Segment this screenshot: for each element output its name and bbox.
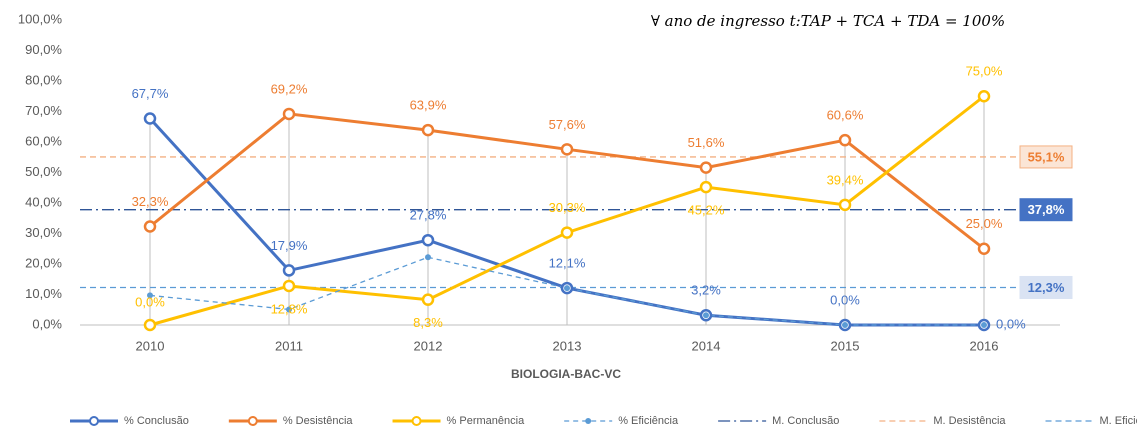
- x-tick-label: 2011: [275, 338, 303, 353]
- marker: [282, 264, 296, 277]
- y-tick-label: 0,0%: [32, 316, 62, 331]
- legend-label: M. Desistência: [933, 415, 1006, 427]
- y-tick-label: 100,0%: [18, 11, 63, 26]
- data-label: 39,4%: [827, 172, 864, 187]
- data-label: 17,9%: [271, 238, 308, 253]
- legend-label: % Permanência: [447, 415, 526, 427]
- data-label: 32,3%: [132, 194, 169, 209]
- marker: [282, 279, 296, 293]
- marker: [560, 226, 574, 239]
- mean-label-box: [1019, 145, 1073, 169]
- marker: [703, 312, 709, 319]
- data-label: 69,2%: [271, 81, 308, 96]
- legend-label: M. Eficiência: [1100, 415, 1137, 427]
- x-tick-label: 2010: [136, 338, 165, 353]
- annotation: ∀ ano de ingresso t:TAP + TCA + TDA = 10…: [651, 12, 1005, 30]
- data-label: 25,0%: [966, 216, 1003, 231]
- data-label: 0,0%: [135, 294, 165, 309]
- legend-label: M. Conclusão: [772, 415, 839, 427]
- legend-label: % Eficiência: [618, 415, 679, 427]
- y-tick-label: 60,0%: [25, 133, 62, 148]
- x-tick-label: 2015: [831, 338, 860, 353]
- legend-marker: [247, 416, 258, 426]
- x-tick-label: 2016: [970, 338, 999, 353]
- y-tick-label: 50,0%: [25, 164, 62, 179]
- marker: [981, 322, 987, 328]
- data-label: 67,7%: [132, 86, 169, 101]
- marker: [421, 293, 435, 306]
- marker: [286, 306, 292, 313]
- data-label: 51,6%: [688, 135, 725, 150]
- x-tick-label: 2014: [692, 338, 721, 353]
- y-tick-label: 10,0%: [25, 286, 62, 301]
- data-label: 0,0%: [830, 292, 860, 307]
- marker: [564, 285, 570, 292]
- x-tick-label: 2013: [553, 338, 582, 353]
- data-label: 12,8%: [271, 301, 308, 316]
- marker: [421, 123, 435, 137]
- x-tick-label: 2012: [414, 338, 443, 353]
- mean-label: 37,8%: [1028, 202, 1065, 217]
- marker: [143, 318, 157, 332]
- y-tick-label: 20,0%: [25, 255, 62, 270]
- mean-label-box: [1019, 198, 1073, 222]
- y-tick-label: 40,0%: [25, 194, 62, 209]
- mean-label-box: [1019, 275, 1073, 299]
- data-label: 0,0%: [996, 316, 1026, 331]
- mean-label: 12,3%: [1028, 280, 1065, 295]
- marker: [838, 198, 852, 212]
- legend-label: % Desistência: [283, 415, 354, 427]
- legend-marker: [585, 418, 592, 424]
- data-label: 27,8%: [410, 208, 447, 223]
- y-tick-label: 80,0%: [25, 72, 62, 87]
- marker: [421, 233, 435, 247]
- marker: [977, 90, 991, 103]
- marker: [143, 112, 157, 125]
- legend-marker: [411, 416, 422, 426]
- data-label: 75,0%: [966, 64, 1003, 79]
- y-tick-label: 70,0%: [25, 103, 62, 118]
- marker: [842, 322, 848, 328]
- marker: [143, 220, 157, 233]
- marker: [425, 254, 431, 261]
- marker: [699, 161, 713, 174]
- data-label: 45,2%: [688, 203, 725, 218]
- data-label: 63,9%: [410, 98, 447, 113]
- marker: [699, 180, 713, 194]
- y-tick-label: 90,0%: [25, 42, 62, 57]
- data-label: 8,3%: [413, 315, 443, 330]
- legend-label: % Conclusão: [124, 415, 189, 427]
- data-label: 60,6%: [827, 108, 864, 123]
- data-label: 30,3%: [549, 200, 586, 215]
- marker: [977, 242, 991, 255]
- marker: [282, 107, 296, 121]
- marker: [560, 143, 574, 156]
- y-tick-label: 30,0%: [25, 225, 62, 240]
- data-label: 12,1%: [549, 256, 586, 271]
- data-label: 57,6%: [549, 117, 586, 132]
- mean-label: 55,1%: [1028, 149, 1065, 164]
- marker: [147, 292, 153, 299]
- legend-marker: [89, 416, 99, 426]
- marker: [838, 133, 852, 147]
- data-label: 3,2%: [691, 283, 721, 298]
- x-axis-label: BIOLOGIA-BAC-VC: [511, 367, 621, 381]
